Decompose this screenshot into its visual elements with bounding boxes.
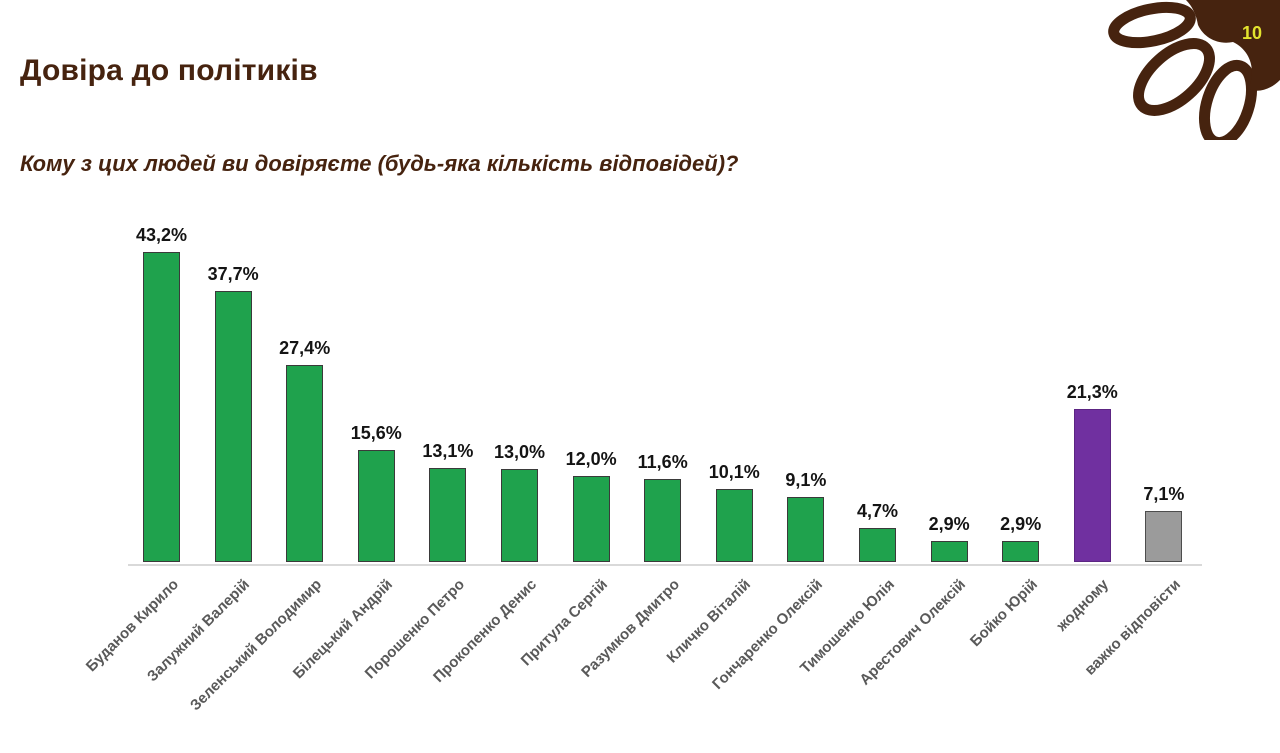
bar-value-label: 12,0% [565, 449, 617, 469]
bar-value-label: 10,1% [708, 462, 760, 482]
bar-value-label: 15,6% [350, 423, 402, 443]
bar-value-label: 9,1% [785, 470, 827, 490]
x-axis-label: Зеленський Володимир [186, 576, 325, 715]
sunflower-corner [1186, 0, 1280, 91]
sunflower-petals [1108, 0, 1280, 140]
bar-value-label: 2,9% [1000, 514, 1042, 534]
bar [143, 252, 180, 562]
x-axis-label: Бойко Юрій [966, 576, 1041, 651]
bar-value-label: 13,0% [493, 442, 546, 462]
bar-value-label: 21,3% [1066, 382, 1118, 402]
sunflower-logo: 10 [1108, 0, 1280, 140]
bar-value-label: 37,7% [207, 264, 259, 284]
bar [644, 479, 682, 562]
bar-value-label: 2,9% [928, 514, 970, 534]
bar [1073, 409, 1111, 562]
bar [357, 450, 395, 562]
bar [501, 469, 538, 562]
bar [1145, 511, 1183, 562]
page-title: Довіра до політиків [20, 54, 318, 87]
chart-question: Кому з цих людей ви довіряєте (будь-яка … [20, 151, 739, 176]
bar-value-label: 13,1% [422, 441, 474, 461]
bar [859, 528, 896, 562]
bar [286, 365, 324, 562]
x-axis-line [128, 564, 1202, 566]
bar [715, 489, 753, 562]
bar-value-label: 27,4% [279, 338, 331, 358]
bar-value-label: 4,7% [856, 501, 899, 521]
bar [787, 497, 825, 562]
bar-value-label: 43,2% [135, 225, 188, 245]
bar-value-label: 11,6% [637, 452, 688, 472]
bar [572, 476, 610, 562]
bar [1002, 541, 1040, 562]
page-number: 10 [1242, 23, 1262, 43]
bar [214, 291, 252, 562]
bar [930, 541, 968, 562]
bar-value-label: 7,1% [1143, 484, 1185, 504]
bar [429, 468, 467, 562]
x-axis-label: жодному [1053, 576, 1113, 635]
